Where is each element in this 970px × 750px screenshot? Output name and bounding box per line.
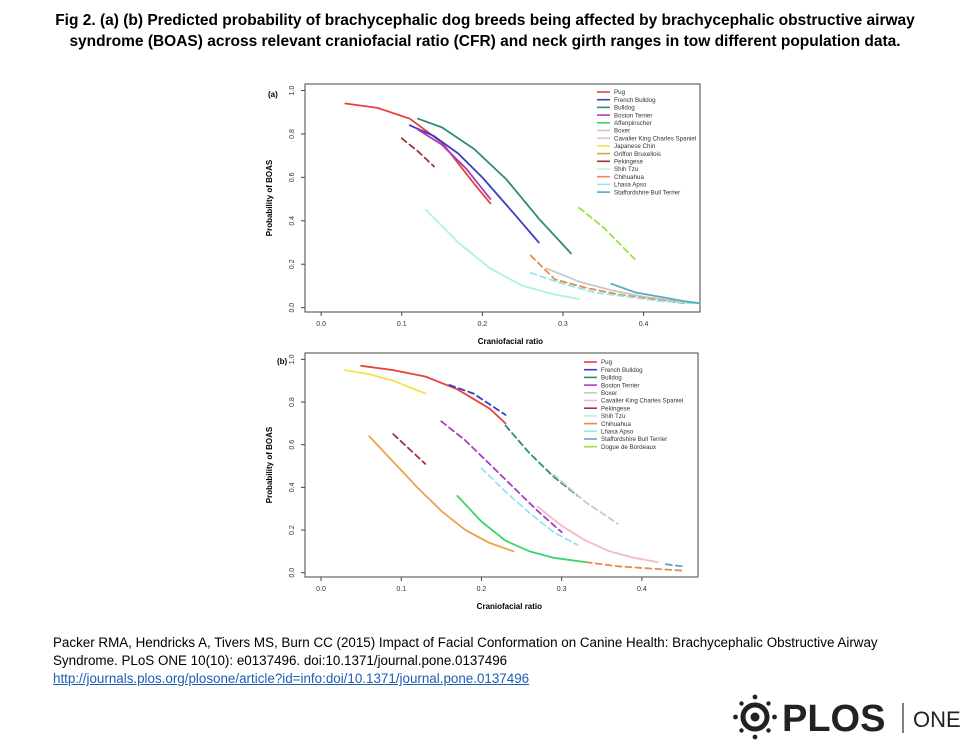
legend-label: Affenpinscher [614, 120, 652, 127]
legend-label: Boston Terrier [614, 112, 652, 119]
legend-label: Cavalier King Charles Spaniel [614, 135, 696, 142]
series-line [416, 117, 572, 255]
x-axis-label: Craniofacial ratio [478, 337, 543, 346]
plos-logo-icon [733, 694, 777, 740]
series-line [480, 467, 579, 546]
chart-panel-b: (b) 0.0 0.1 0.2 0.3 0.4 0.0 0.2 0.4 0.6 0.8 1.0 Cran… [265, 352, 699, 611]
series-line [545, 267, 701, 305]
legend-label: Boston Terrier [601, 382, 639, 389]
series-line [584, 561, 683, 572]
legend-label: Staffordshire Bull Terrier [614, 189, 680, 196]
figure-title: Fig 2. (a) (b) Predicted probability of … [55, 12, 915, 50]
series-line [529, 271, 693, 305]
legend-label: Shih Tzu [601, 413, 626, 420]
series-line [578, 206, 637, 261]
series-line [344, 102, 492, 205]
legend-label: Chihuahua [601, 421, 631, 428]
citation: Packer RMA, Hendricks A, Tivers MS, Burn… [53, 634, 933, 688]
series-line [448, 384, 507, 416]
x-tick-label: 0.0 [316, 586, 326, 593]
legend-label: Bulldog [601, 375, 622, 382]
legend-label: Lhasa Apso [601, 429, 634, 436]
y-tick-label: 0.2 [289, 259, 296, 269]
citation-text: Packer RMA, Hendricks A, Tivers MS, Burn… [53, 635, 878, 668]
y-axis-label: Probability of BOAS [265, 159, 274, 236]
series-line [392, 433, 427, 465]
plot-frame [304, 352, 699, 578]
y-tick-label: 0.4 [289, 482, 296, 492]
legend-label: Griffon Bruxellois [614, 151, 661, 158]
legend-label: Chihuahua [614, 174, 644, 181]
x-tick-label: 0.3 [558, 321, 568, 328]
panel-label: (b) [277, 357, 288, 366]
y-tick-label: 0.0 [289, 568, 296, 578]
legend-label: French Bulldog [614, 97, 656, 104]
x-axis-label: Craniofacial ratio [477, 602, 542, 611]
x-tick-label: 0.1 [396, 586, 406, 593]
legend-label: Pug [601, 359, 613, 366]
x-tick-label: 0.4 [637, 586, 647, 593]
y-tick-label: 1.0 [289, 354, 296, 364]
legend-label: Shih Tzu [614, 166, 639, 173]
series-line [536, 505, 659, 563]
y-tick-label: 0.4 [289, 216, 296, 226]
x-tick-label: 0.0 [316, 321, 326, 328]
legend-label: Pug [614, 89, 626, 96]
series-line [360, 364, 507, 425]
y-tick-label: 0.6 [289, 172, 296, 182]
x-tick-label: 0.3 [557, 586, 567, 593]
panel-label: (a) [268, 90, 278, 99]
plot-frame [304, 83, 701, 313]
series-line [408, 124, 540, 244]
y-tick-label: 0.6 [289, 440, 296, 450]
y-axis-label: Probability of BOAS [265, 426, 274, 503]
series-line [440, 420, 563, 534]
series-line [400, 137, 435, 168]
legend-label: Staffordshire Bull Terrier [601, 436, 667, 443]
legend-label: Pekingese [614, 159, 643, 166]
series-line [552, 473, 619, 525]
chart-panel-a: (a) 0.0 0.1 0.2 0.3 0.4 0.0 0.2 0.4 0.6 0.8 1.0 Cran… [265, 83, 701, 346]
y-tick-label: 0.2 [289, 525, 296, 535]
legend-label: Bulldog [614, 105, 635, 112]
series-line [529, 254, 685, 305]
series-line [424, 208, 580, 300]
y-tick-label: 0.8 [289, 397, 296, 407]
one-wordmark: ONE [913, 707, 961, 732]
legend-label: Boxer [601, 390, 617, 397]
series-line [610, 282, 701, 305]
plos-wordmark: PLOS [782, 698, 885, 740]
x-tick-label: 0.1 [397, 321, 407, 328]
legend-label: Lhasa Apso [614, 182, 647, 189]
legend-label: Pekingese [601, 405, 630, 412]
series-line [368, 435, 515, 553]
x-tick-label: 0.2 [477, 586, 487, 593]
legend-label: Boxer [614, 128, 630, 135]
series-line [344, 369, 427, 395]
series-line [504, 424, 579, 497]
legend-label: Japanese Chin [614, 143, 656, 150]
y-tick-label: 0.0 [289, 303, 296, 313]
citation-link[interactable]: http://journals.plos.org/plosone/article… [53, 671, 530, 686]
y-tick-label: 0.8 [289, 129, 296, 139]
x-tick-label: 0.4 [639, 321, 649, 328]
series-line [456, 494, 587, 563]
legend-label: Dogue de Bordeaux [601, 444, 657, 451]
series-line [416, 128, 492, 201]
plos-one-logo: PLOS ONE [733, 694, 961, 740]
y-tick-label: 1.0 [289, 86, 296, 96]
legend-label: Cavalier King Charles Spaniel [601, 398, 683, 405]
series-line [665, 563, 683, 568]
x-tick-label: 0.2 [477, 321, 487, 328]
legend-label: French Bulldog [601, 367, 643, 374]
